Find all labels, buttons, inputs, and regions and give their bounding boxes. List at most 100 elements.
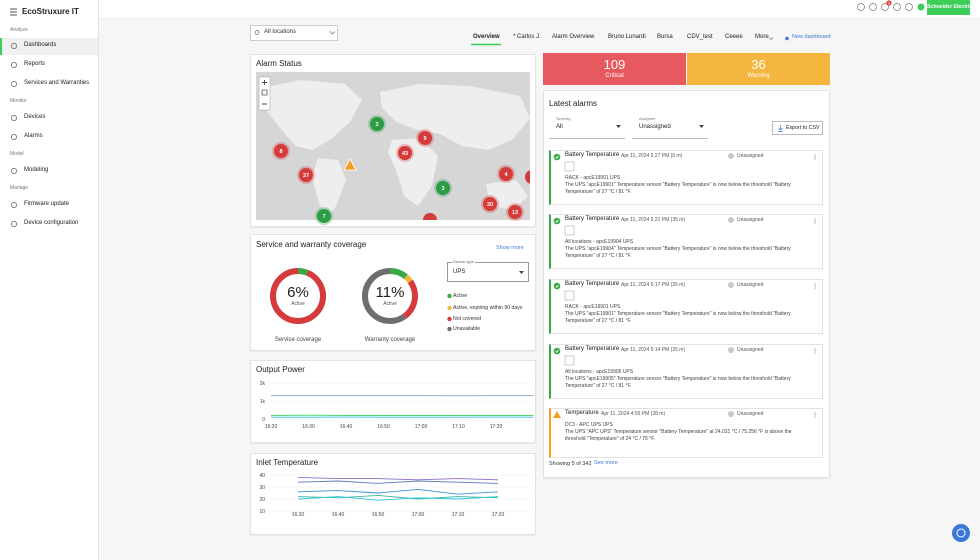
help-button[interactable] bbox=[952, 524, 970, 542]
alarm-time: Apr 11, 2024 5:21 PM (35 m) bbox=[621, 217, 686, 223]
nav-item[interactable]: Devices bbox=[24, 114, 46, 120]
alarm-description: The UPS "apcE19904" Temperature sensor "… bbox=[565, 246, 791, 259]
alarm-assignee: Unassigned bbox=[737, 217, 764, 223]
tab[interactable]: Ceeee bbox=[725, 34, 743, 40]
tab[interactable]: Overview bbox=[473, 34, 500, 40]
tab[interactable]: More bbox=[755, 34, 769, 40]
sidebar bbox=[0, 0, 99, 560]
counter-value: 109 bbox=[603, 57, 626, 72]
nav-item[interactable]: Dashboards bbox=[24, 42, 57, 48]
vendor-logo: Schneider Electric bbox=[927, 0, 972, 15]
alarm-location: DC3 - APC UPS UPS bbox=[565, 422, 613, 428]
legend-label: Active bbox=[453, 292, 468, 299]
alarm-location: RACK - apcE19901 UPS bbox=[565, 175, 621, 181]
assignee-select[interactable] bbox=[632, 113, 708, 139]
alarm-item[interactable] bbox=[549, 344, 823, 399]
alarm-assignee: Unassigned bbox=[737, 411, 764, 417]
device-type-label: Device type bbox=[452, 259, 475, 264]
severity-label: Severity bbox=[556, 116, 571, 121]
nav-item[interactable]: Services and Warranties bbox=[24, 80, 90, 86]
donut-label: Service coverage bbox=[274, 337, 322, 343]
nav-section: Monitor bbox=[10, 98, 27, 104]
donut-status: Active bbox=[383, 301, 397, 307]
alarm-location: RACK - apcE19901 UPS bbox=[565, 304, 621, 310]
alarm-item[interactable] bbox=[549, 279, 823, 334]
output-power-card bbox=[250, 360, 536, 443]
alarm-description: The UPS "apcE19905" Temperature sensor "… bbox=[565, 376, 791, 389]
alarms-count: Showing 5 of 342 bbox=[549, 461, 592, 467]
card-title: Output Power bbox=[256, 365, 305, 374]
nav-section: Manage bbox=[10, 185, 29, 191]
alarm-name: Battery Temperature bbox=[565, 281, 620, 287]
more-caret bbox=[768, 37, 774, 40]
donut-value: 6% bbox=[287, 284, 309, 301]
tab[interactable]: Bruno Lunardi bbox=[608, 34, 646, 40]
card-title: Service and warranty coverage bbox=[256, 240, 367, 249]
alarm-name: Battery Temperature bbox=[565, 152, 620, 158]
brand: EcoStruxure IT bbox=[22, 7, 79, 16]
new-dashboard-icon bbox=[785, 36, 789, 41]
nav-item[interactable]: Firmware update bbox=[24, 201, 70, 207]
assignee-value: Unassigned bbox=[639, 124, 671, 130]
assignee-label: Assignee bbox=[639, 116, 656, 121]
new-dashboard[interactable]: New dashboard bbox=[792, 34, 831, 40]
card-title: Latest alarms bbox=[549, 99, 598, 108]
card-title: Alarm Status bbox=[256, 59, 302, 68]
show-more[interactable]: Show more bbox=[496, 245, 524, 251]
export-button[interactable] bbox=[772, 121, 823, 135]
export-label: Export to CSV bbox=[786, 125, 820, 131]
donut-status: Active bbox=[291, 301, 305, 307]
legend-label: Not covered bbox=[453, 315, 481, 322]
alarm-assignee: Unassigned bbox=[737, 153, 764, 159]
top-bar bbox=[99, 0, 980, 19]
tab[interactable]: CDV_test bbox=[687, 34, 713, 40]
nav-section: Analyze bbox=[10, 27, 28, 33]
nav-item[interactable]: Reports bbox=[24, 61, 46, 67]
nav-item[interactable]: Modeling bbox=[24, 167, 49, 173]
donut-label: Warranty coverage bbox=[364, 337, 416, 343]
alarm-item[interactable] bbox=[549, 408, 823, 458]
alarm-time: Apr 11, 2024 4:59 PM (28 m) bbox=[601, 411, 666, 417]
alarm-description: The UPS "apcE19901" Temperature sensor "… bbox=[565, 182, 791, 195]
nav-item[interactable]: Device configuration bbox=[24, 220, 79, 226]
alarm-description: The UPS "APC UPS" Temperature sensor "Ba… bbox=[565, 429, 792, 442]
alarm-time: Apr 11, 2024 5:27 PM (0 m) bbox=[621, 153, 683, 159]
tab[interactable]: * Carlos J. bbox=[513, 34, 541, 40]
tab[interactable]: Alarm Overview bbox=[552, 34, 595, 40]
counter-value: 36 bbox=[751, 57, 766, 72]
counter-label: Critical bbox=[605, 73, 624, 79]
alarm-description: The UPS "apcE19901" Temperature sensor "… bbox=[565, 311, 791, 324]
alarm-name: Battery Temperature bbox=[565, 216, 620, 222]
device-type-value: UPS bbox=[453, 269, 466, 275]
alarm-time: Apr 11, 2024 5:17 PM (25 m) bbox=[621, 282, 686, 288]
alarm-location: All locations - apcE19905 UPS bbox=[565, 369, 634, 375]
severity-value: All bbox=[556, 124, 563, 130]
alarm-assignee: Unassigned bbox=[737, 347, 764, 353]
device-type-select[interactable] bbox=[447, 262, 529, 282]
alarm-status-card bbox=[250, 54, 536, 227]
counter[interactable] bbox=[687, 53, 830, 85]
card-title: Inlet Temperature bbox=[256, 458, 319, 467]
tab[interactable]: Bursa bbox=[657, 34, 673, 40]
alarm-item[interactable] bbox=[549, 214, 823, 269]
location-select[interactable] bbox=[250, 25, 338, 41]
alarm-assignee: Unassigned bbox=[737, 282, 764, 288]
legend-label: Unavailable bbox=[453, 325, 481, 332]
alarm-time: Apr 11, 2024 5:14 PM (25 m) bbox=[621, 347, 686, 353]
legend-label: Active, expiring within 90 days bbox=[453, 304, 523, 311]
nav-section: Model bbox=[10, 151, 24, 157]
counter[interactable] bbox=[543, 53, 686, 85]
counter-label: Warning bbox=[747, 73, 770, 79]
location-value: All locations bbox=[264, 29, 297, 35]
alarm-item[interactable] bbox=[549, 150, 823, 205]
alarm-name: Temperature bbox=[565, 410, 599, 416]
severity-select[interactable] bbox=[549, 113, 625, 139]
donut-value: 11% bbox=[375, 284, 405, 301]
help-icon bbox=[956, 528, 966, 538]
alarm-location: All locations - apcE19904 UPS bbox=[565, 239, 634, 245]
nav-active-bg bbox=[0, 38, 98, 55]
alarm-name: Battery Temperature bbox=[565, 346, 620, 352]
nav-item[interactable]: Alarms bbox=[24, 133, 43, 139]
see-more[interactable]: See more bbox=[594, 460, 618, 466]
